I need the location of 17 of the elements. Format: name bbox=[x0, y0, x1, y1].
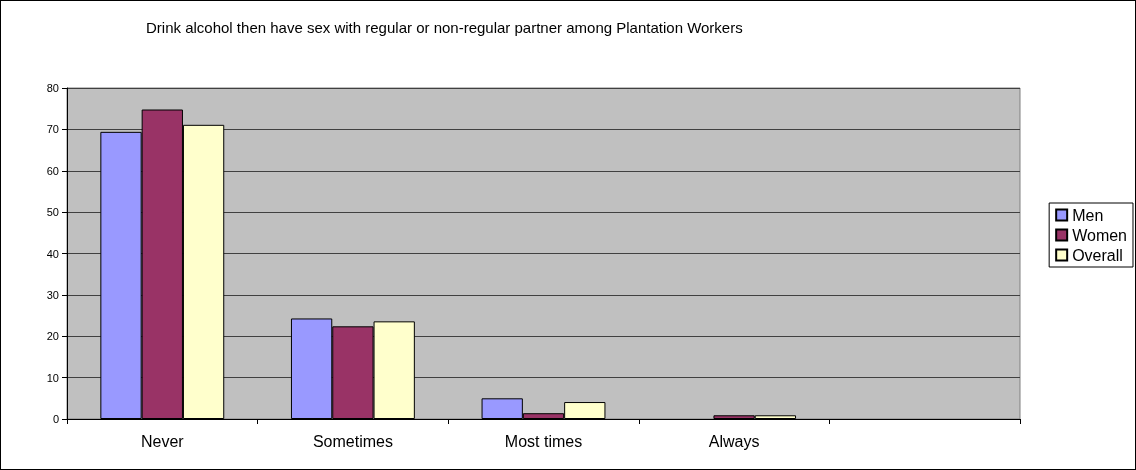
y-tick-label: 50 bbox=[46, 206, 59, 219]
x-tick-label: Most times bbox=[504, 432, 583, 450]
legend-label: Women bbox=[1072, 226, 1128, 244]
x-tick-label: Sometimes bbox=[312, 432, 393, 450]
legend-label: Men bbox=[1072, 206, 1104, 224]
y-tick-label: 30 bbox=[46, 288, 59, 301]
x-tick-label: Never bbox=[140, 432, 185, 450]
y-tick-label: 10 bbox=[46, 371, 59, 384]
legend-label: Overall bbox=[1072, 246, 1123, 264]
y-tick-label: 40 bbox=[46, 247, 59, 260]
x-tick-label: Always bbox=[708, 432, 760, 450]
chart-title: Drink alcohol then have sex with regular or non-regular partner among Plantation Workers bbox=[146, 19, 743, 36]
y-tick-label: 60 bbox=[46, 164, 59, 177]
y-tick-label: 20 bbox=[46, 330, 59, 343]
y-tick-label: 80 bbox=[46, 82, 59, 94]
y-tick-label: 70 bbox=[46, 123, 59, 136]
y-tick-label: 0 bbox=[52, 413, 59, 425]
